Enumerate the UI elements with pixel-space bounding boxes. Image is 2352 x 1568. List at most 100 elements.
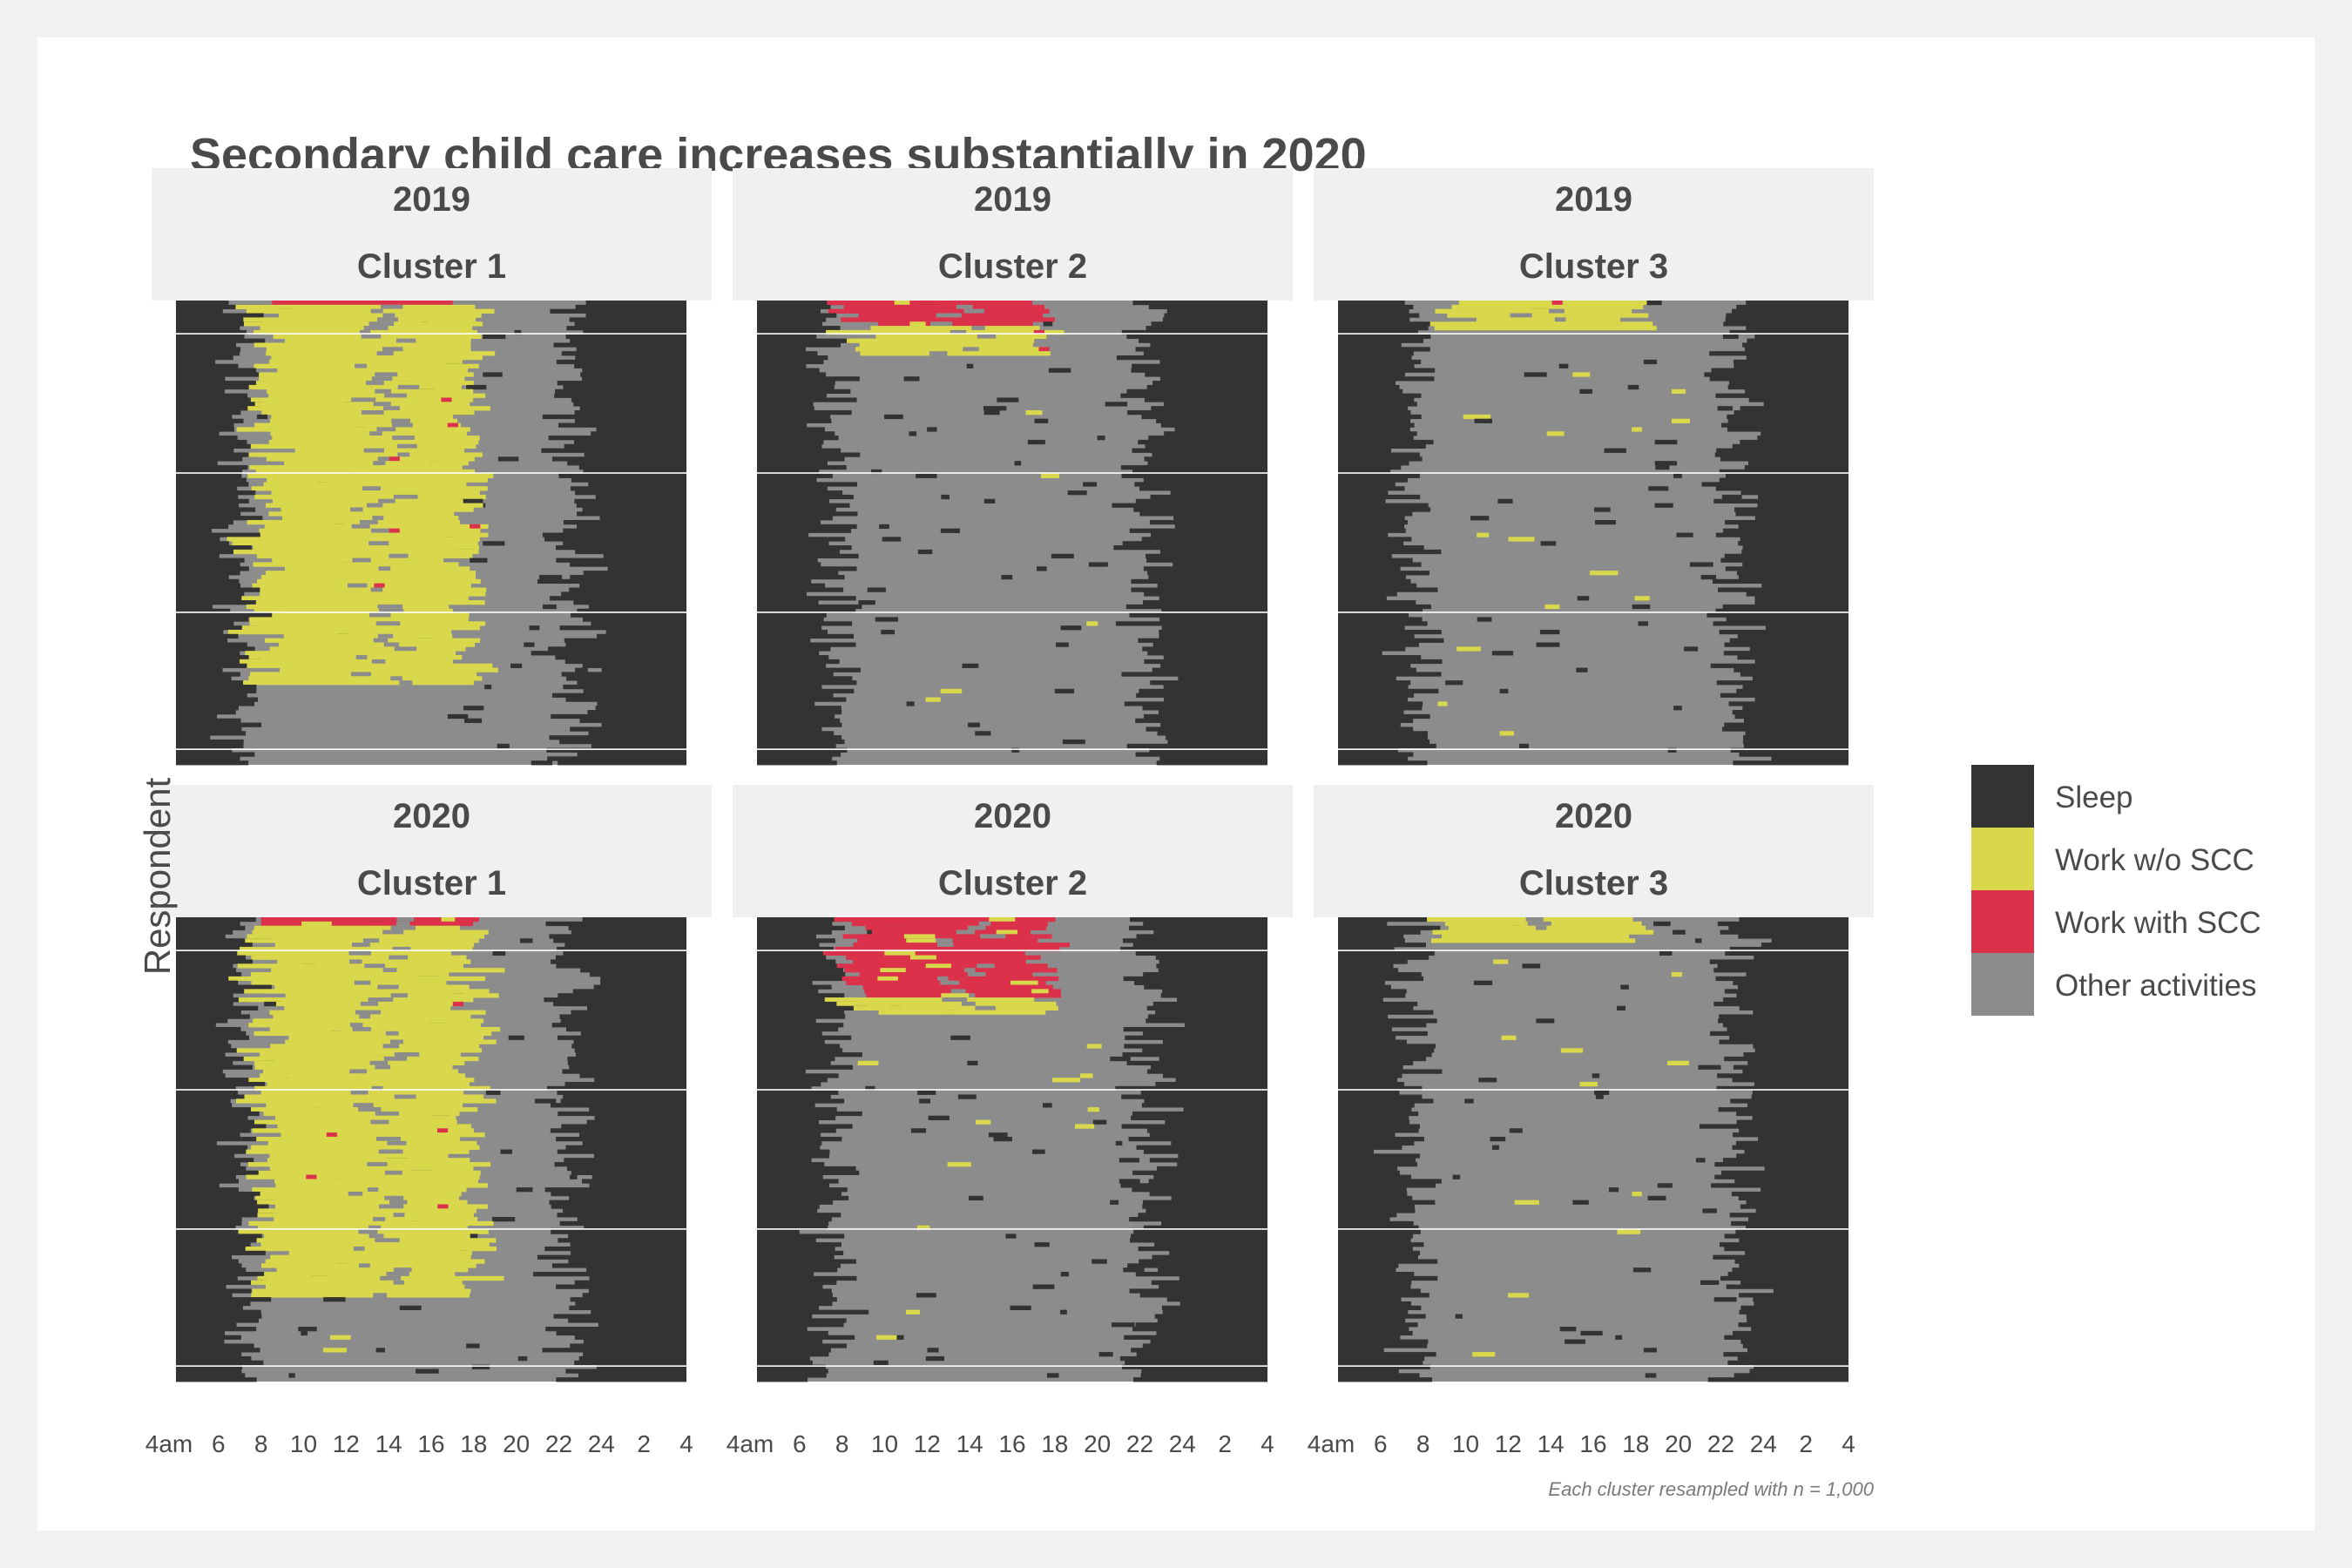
- heatmap-cell-sleep: [176, 693, 247, 698]
- heatmap-cell-sleep: [549, 1200, 686, 1205]
- heatmap-cell-sleep: [1740, 1339, 1848, 1344]
- chart-canvas: [176, 301, 1848, 1382]
- heatmap-cell-work: [259, 372, 474, 377]
- strip-2020-cluster-1: 2020 Cluster 1: [152, 785, 712, 917]
- heatmap-cell-sleep: [301, 1330, 308, 1336]
- heatmap-cell-sleep: [574, 1280, 686, 1285]
- heatmap-cell-sleep: [1627, 384, 1639, 390]
- heatmap-cell-sleep: [599, 516, 686, 521]
- heatmap-cell-sleep: [1338, 1094, 1423, 1099]
- heatmap-cell-sleep: [1135, 1272, 1267, 1277]
- heatmap-cell-work: [247, 934, 484, 939]
- heatmap-cell-sleep: [1733, 760, 1848, 766]
- heatmap-cell-other: [393, 1280, 404, 1285]
- heatmap-separator: [757, 950, 1267, 951]
- heatmap-cell-sleep: [601, 667, 686, 672]
- heatmap-cell-sleep: [1338, 672, 1442, 677]
- heatmap-cell-sleep: [1338, 1124, 1420, 1129]
- heatmap-cell-work: [860, 351, 1051, 356]
- heatmap-cell-sleep: [1338, 1064, 1403, 1070]
- heatmap-cell-other: [361, 409, 384, 416]
- heatmap-cell-sleep: [757, 1233, 845, 1239]
- heatmap-cell-sleep: [1715, 486, 1848, 491]
- heatmap-cell-other: [384, 1195, 404, 1201]
- heatmap-cell-sleep: [1146, 384, 1267, 390]
- heatmap-cell-sleep: [1145, 372, 1267, 377]
- heatmap-cell-sleep: [1134, 482, 1267, 487]
- heatmap-cell-work: [252, 1128, 474, 1133]
- heatmap-cell-sleep: [757, 706, 841, 711]
- heatmap-cell-sleep: [867, 929, 876, 935]
- heatmap-cell-sleep: [556, 1330, 686, 1336]
- heatmap-cell-sleep: [1338, 516, 1405, 521]
- heatmap-cell-sleep: [1727, 427, 1848, 432]
- heatmap-cell-sleep: [1654, 503, 1673, 508]
- heatmap-cell-sleep: [757, 752, 841, 757]
- heatmap-cell-other: [961, 1001, 976, 1007]
- heatmap-cell-sleep: [176, 368, 257, 373]
- heatmap-cell-sleep: [557, 1035, 686, 1040]
- heatmap-cell-sleep: [1143, 477, 1267, 483]
- heatmap-cell-sleep: [1338, 1233, 1414, 1239]
- heatmap-cell-sleep: [1146, 1069, 1267, 1074]
- heatmap-cell-sleep: [550, 308, 686, 314]
- heatmap-cell-sleep: [757, 646, 831, 652]
- heatmap-cell-sleep: [757, 1343, 847, 1348]
- heatmap-cell-sleep: [1156, 760, 1267, 766]
- heatmap-cell-sleep: [578, 1355, 686, 1362]
- heatmap-cell-sleep: [1747, 1060, 1848, 1065]
- heatmap-cell-sleep: [757, 1078, 828, 1083]
- heatmap-cell-sleep: [757, 469, 820, 475]
- heatmap-cell-sleep: [1737, 1355, 1848, 1362]
- heatmap-cell-sleep: [595, 706, 686, 711]
- heatmap-cell-work: [277, 959, 471, 964]
- heatmap-cell-sleep: [176, 393, 248, 398]
- heatmap-cell-sleep: [1155, 1010, 1267, 1015]
- heatmap-cell-sleep: [1736, 304, 1848, 310]
- heatmap-cell-sleep: [1338, 976, 1424, 982]
- heatmap-cell-work: [245, 651, 456, 656]
- heatmap-cell-sleep: [1131, 587, 1267, 592]
- heatmap-cell-sleep: [1120, 1183, 1267, 1188]
- heatmap-cell-sleep: [176, 321, 263, 327]
- heatmap-cell-sleep: [176, 1377, 257, 1382]
- heatmap-cell-sleep: [1615, 1335, 1622, 1340]
- heatmap-cell-sleep: [757, 747, 848, 753]
- heatmap-cell-sleep: [1713, 1254, 1848, 1260]
- heatmap-cell-sleep: [1036, 566, 1047, 571]
- heatmap-cell-sleep: [757, 1229, 800, 1234]
- heatmap-cell-sleep: [1131, 1348, 1267, 1353]
- heatmap-cell-work: [253, 925, 461, 930]
- heatmap-cell-sleep: [757, 1060, 831, 1065]
- heatmap-cell-sleep: [1338, 436, 1414, 441]
- heatmap-cell-sleep: [607, 566, 686, 571]
- x-tick-label: 4am: [145, 1430, 193, 1457]
- heatmap-cell-sleep: [1112, 503, 1267, 508]
- heatmap-cell-sleep: [1034, 418, 1049, 423]
- heatmap-cell-sleep: [466, 1343, 480, 1348]
- heatmap-cell-sleep: [1173, 562, 1267, 567]
- heatmap-cell-sleep: [757, 1272, 814, 1277]
- x-tick-label: 10: [289, 1430, 318, 1457]
- heatmap-cell-sleep: [1709, 1031, 1848, 1037]
- heatmap-cell-work: [282, 516, 459, 521]
- heatmap-cell-sleep: [757, 372, 827, 377]
- heatmap-cell-sleep: [1754, 516, 1848, 521]
- heatmap-cell-sleep: [1338, 464, 1402, 470]
- heatmap-cell-sleep: [1159, 596, 1267, 601]
- heatmap-cell-sleep: [176, 486, 238, 491]
- heatmap-cell-work: [1447, 313, 1649, 318]
- heatmap-cell-sleep: [1338, 583, 1417, 588]
- heatmap-cell-sleep: [1338, 578, 1411, 585]
- heatmap-cell-sleep: [556, 558, 686, 563]
- heatmap-cell-work: [249, 617, 469, 622]
- heatmap-cell-sleep: [1746, 1225, 1848, 1230]
- heatmap-cell-other: [353, 1103, 374, 1108]
- heatmap-cell-sleep: [561, 591, 686, 597]
- heatmap-cell-sleep: [588, 731, 686, 736]
- heatmap-cell-sleep: [1724, 553, 1848, 558]
- heatmap-cell-sleep: [1659, 950, 1673, 956]
- heatmap-cell-sleep: [757, 402, 814, 407]
- heatmap-cell-sleep: [584, 1225, 686, 1230]
- heatmap-cell-work: [243, 1056, 479, 1062]
